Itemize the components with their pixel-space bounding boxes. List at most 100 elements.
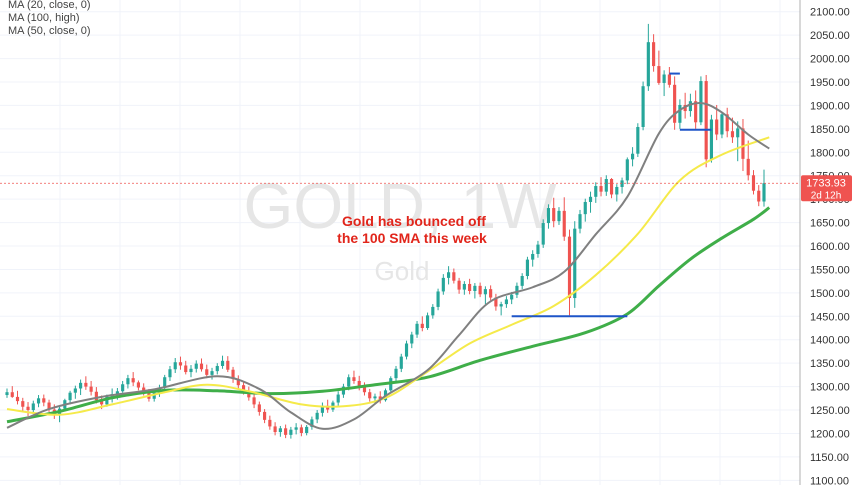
candle	[573, 221, 577, 308]
candle-body	[725, 114, 729, 132]
candle-body	[452, 272, 456, 281]
legend: MA (20, close, 0) MA (100, high) MA (50,…	[8, 0, 91, 37]
candle-body	[641, 86, 645, 127]
y-tick-label: 1400.00	[810, 335, 850, 347]
candle	[452, 268, 456, 284]
candle-body	[599, 186, 603, 192]
candle-body	[683, 104, 687, 112]
candle-body	[278, 428, 282, 433]
candle	[531, 250, 535, 267]
candle-body	[31, 403, 35, 411]
price-axis[interactable]: 2100.00 2050.00 2000.00 1950.00 1900.00 1850.…	[810, 7, 850, 485]
candle-body	[357, 380, 361, 388]
candle-body	[404, 343, 409, 357]
candle	[641, 81, 645, 131]
y-tick-label: 1650.00	[810, 218, 850, 230]
candle	[473, 283, 477, 299]
candle-body	[510, 294, 514, 300]
candle	[425, 312, 430, 330]
candle	[89, 380, 93, 396]
watermark-name: Gold	[375, 256, 430, 286]
candle	[678, 99, 682, 129]
candle-body	[473, 285, 477, 291]
candle	[184, 360, 188, 375]
legend-ma50: MA (50, close, 0)	[8, 25, 91, 37]
current-price-value: 1733.93	[806, 177, 846, 189]
candle-body	[673, 84, 677, 123]
current-price-label: 1733.93 2d 12h	[801, 175, 852, 202]
legend-ma100: MA (100, high)	[8, 12, 80, 24]
candle	[220, 355, 225, 369]
candle-body	[320, 405, 324, 413]
candle	[310, 416, 314, 430]
candle-body	[594, 186, 598, 197]
candle	[410, 331, 414, 349]
ma50-line	[6, 136, 770, 416]
y-tick-label: 1600.00	[810, 241, 850, 253]
candle	[494, 293, 498, 311]
candle	[236, 375, 240, 389]
candle-body	[315, 412, 319, 420]
countdown-timer: 2d 12h	[811, 190, 842, 201]
candle-body	[73, 388, 77, 393]
candle-body	[352, 377, 356, 381]
candle	[315, 410, 319, 424]
candle-body	[478, 285, 482, 295]
candle	[525, 256, 530, 280]
candle	[431, 304, 435, 319]
candle	[36, 395, 41, 408]
candle-body	[142, 387, 146, 393]
candle	[26, 402, 30, 417]
candle	[636, 123, 640, 157]
candle-body	[47, 402, 51, 410]
candle	[31, 400, 35, 414]
candle	[15, 390, 20, 405]
candle	[399, 353, 403, 373]
candle	[10, 386, 14, 398]
candle-body	[210, 371, 214, 375]
candle-body	[578, 214, 582, 229]
candle-body	[667, 74, 671, 85]
ma20-line	[6, 102, 770, 430]
candle	[515, 282, 519, 299]
candle-body	[694, 101, 698, 123]
candle-body	[520, 276, 524, 286]
annotation-line-2: the 100 SMA this week	[337, 230, 487, 246]
watermark-symbol: GOLD, 1W	[244, 170, 558, 242]
legend-ma20: MA (20, close, 0)	[8, 0, 91, 11]
candle-body	[184, 365, 188, 373]
candle-body	[620, 180, 624, 187]
y-tick-label: 1500.00	[810, 288, 850, 300]
candle-body	[688, 101, 692, 112]
candle-body	[410, 334, 414, 344]
candle	[646, 23, 650, 91]
candle	[352, 370, 356, 384]
candle-body	[420, 323, 424, 329]
candle	[299, 424, 303, 437]
candle	[652, 34, 656, 72]
candle-body	[746, 158, 750, 176]
candle-body	[557, 210, 561, 222]
candle-body	[215, 365, 219, 372]
y-tick-label: 1550.00	[810, 264, 850, 276]
candle	[541, 219, 545, 248]
candle-body	[552, 208, 556, 222]
candle	[704, 74, 708, 168]
candle-body	[263, 411, 267, 420]
candle-body	[394, 368, 398, 379]
candle-body	[583, 201, 587, 215]
candle-body	[646, 42, 650, 87]
candle-body	[489, 289, 493, 298]
candle	[420, 316, 424, 332]
candle-body	[494, 297, 498, 307]
candle-body	[220, 360, 225, 366]
y-tick-label: 2000.00	[810, 54, 850, 66]
candle-body	[525, 259, 530, 277]
candle-body	[178, 362, 183, 366]
candle	[73, 385, 77, 399]
candle	[136, 380, 141, 391]
candle	[394, 365, 398, 382]
candle	[263, 409, 267, 424]
